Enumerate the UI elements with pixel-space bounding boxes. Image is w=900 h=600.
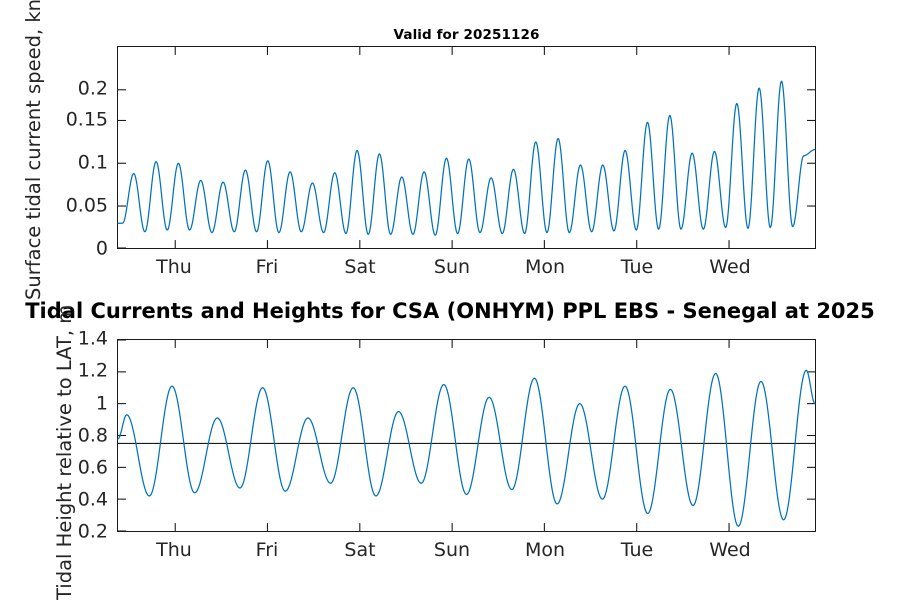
x-tick-label: Fri xyxy=(255,539,279,561)
y-tick-label: 1.4 xyxy=(77,327,108,350)
y-tick-label: 0.1 xyxy=(77,151,108,174)
current-chart-title: Valid for 20251126 xyxy=(393,27,540,43)
current-y-tick-labels: 0 0.05 0.1 0.15 0.2 xyxy=(4,0,108,600)
x-tick-label: Sun xyxy=(433,256,471,278)
x-tick-label: Fri xyxy=(255,256,279,278)
x-tick-label: Wed xyxy=(709,539,751,561)
x-tick-label: Tue xyxy=(620,256,654,278)
x-tick-label: Wed xyxy=(709,256,751,278)
x-tick-label: Tue xyxy=(620,539,654,561)
current-y-tick-marks xyxy=(118,89,815,249)
x-tick-label: Sun xyxy=(433,539,471,561)
x-tick-label: Sat xyxy=(344,539,376,561)
x-tick-label: Thu xyxy=(156,256,192,278)
current-speed-line xyxy=(117,80,816,236)
x-tick-label: Mon xyxy=(524,539,566,561)
current-speed-plot-svg xyxy=(117,47,816,249)
y-tick-label: 1.2 xyxy=(77,359,108,382)
y-tick-label: 0.4 xyxy=(77,488,108,511)
y-tick-label: 0.6 xyxy=(77,456,108,479)
x-tick-label: Thu xyxy=(156,539,192,561)
y-tick-label: 0.2 xyxy=(77,520,108,543)
height-y-tick-labels: 0.2 0.4 0.6 0.8 1 1.2 1.4 xyxy=(4,0,108,600)
tidal-height-plot-svg xyxy=(117,339,816,532)
y-tick-label: 0.05 xyxy=(65,194,108,217)
current-x-tick-marks xyxy=(174,47,730,248)
tidal-height-plot-area xyxy=(117,339,816,532)
y-tick-label: 0.8 xyxy=(77,424,108,447)
height-x-tick-marks xyxy=(174,340,730,531)
y-tick-label: 0.2 xyxy=(77,77,108,100)
y-tick-label: 0 xyxy=(95,237,108,260)
tidal-height-line xyxy=(117,369,816,527)
current-speed-plot-area xyxy=(117,46,816,249)
x-tick-label: Mon xyxy=(524,256,566,278)
y-tick-label: 1 xyxy=(95,392,108,415)
y-tick-label: 0.15 xyxy=(65,108,108,131)
height-y-tick-marks xyxy=(118,339,815,532)
x-tick-label: Sat xyxy=(344,256,376,278)
figure-main-title: Tidal Currents and Heights for CSA (ONHY… xyxy=(25,299,875,323)
